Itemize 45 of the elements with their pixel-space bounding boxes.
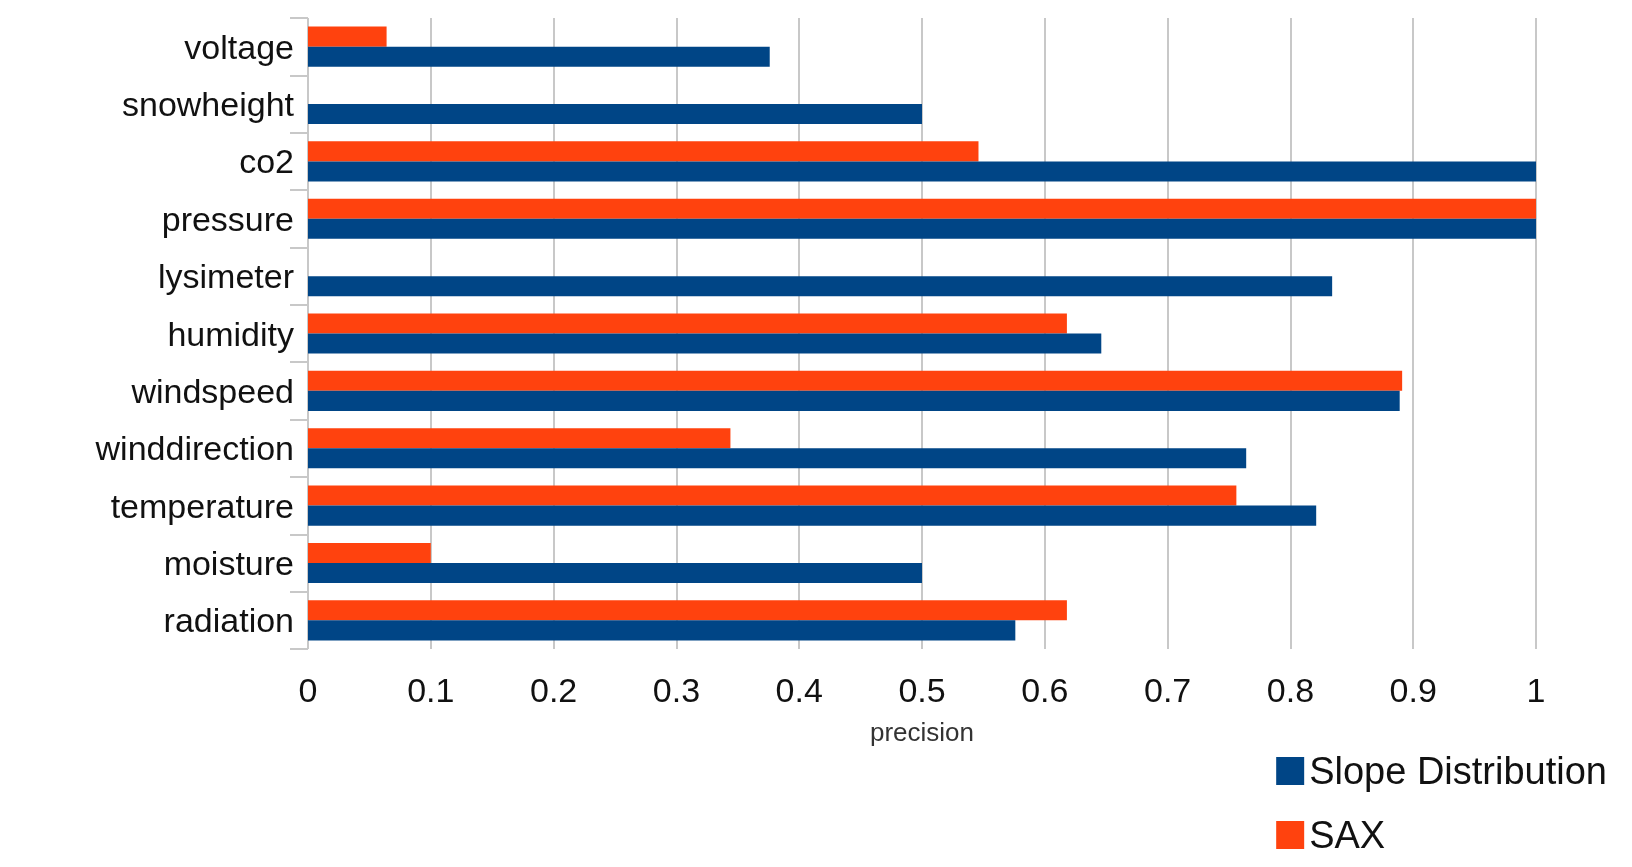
bar: [308, 370, 1403, 391]
bar: [308, 333, 1102, 354]
x-tick-label: 0.8: [1266, 671, 1315, 709]
y-tick-label: co2: [239, 142, 294, 181]
bar: [308, 600, 1067, 621]
bar: [308, 104, 922, 125]
x-tick-label: 0.3: [652, 671, 701, 709]
y-tick-label: pressure: [161, 199, 294, 238]
y-tick-label: humidity: [167, 314, 294, 353]
x-tick-label: 0.2: [529, 671, 578, 709]
bar: [308, 198, 1536, 219]
bar: [308, 505, 1317, 526]
bar: [308, 562, 922, 584]
x-tick-label: 0.6: [1021, 671, 1069, 709]
bar: [308, 542, 431, 563]
bar: [308, 276, 1333, 297]
x-tick-label: 0.7: [1143, 671, 1192, 709]
bar: [308, 620, 1016, 641]
bar: [308, 390, 1400, 411]
x-tick-label: 0.1: [407, 671, 455, 709]
bar: [308, 218, 1536, 239]
x-tick-label: 0.9: [1389, 671, 1437, 709]
y-tick-label: moisture: [163, 543, 294, 582]
x-tick-label: 0.5: [898, 671, 946, 709]
legend-label: Slope Distribution: [1309, 750, 1608, 792]
y-tick-label: winddirection: [94, 429, 294, 468]
bar: [308, 46, 770, 67]
y-tick-label: snowheight: [121, 85, 295, 124]
x-axis-title: precision: [869, 717, 975, 747]
y-tick-label: voltage: [184, 27, 294, 66]
bar: [308, 161, 1536, 182]
bar: [308, 428, 731, 449]
y-tick-label: radiation: [163, 601, 294, 640]
x-tick-label: 1: [1526, 671, 1546, 709]
y-tick-label: lysimeter: [157, 257, 294, 296]
y-tick-label: temperature: [110, 486, 294, 525]
bar: [308, 313, 1067, 334]
bar: [308, 485, 1237, 506]
x-tick-label: 0.4: [775, 671, 823, 709]
legend-label: SAX: [1309, 814, 1386, 856]
x-tick-label: 0: [298, 671, 318, 709]
bar: [308, 141, 979, 162]
y-tick-label: windspeed: [130, 371, 294, 410]
bar: [308, 448, 1247, 469]
bar: [308, 26, 387, 47]
